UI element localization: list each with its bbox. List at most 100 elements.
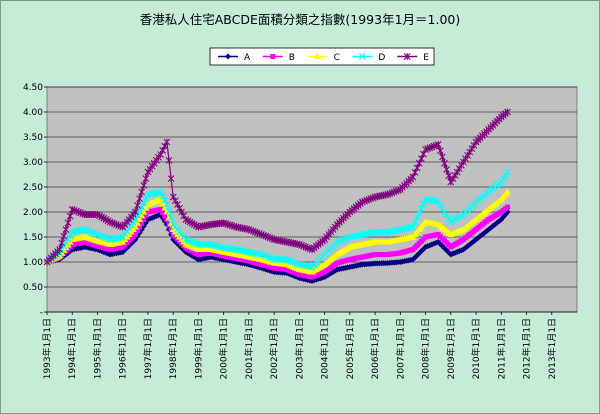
data-point-E <box>131 208 139 216</box>
x-tick-label: 2005年1月1日 <box>344 318 356 379</box>
data-point-C <box>504 188 512 195</box>
data-point-E <box>66 212 74 220</box>
data-point-D <box>117 233 125 241</box>
y-tick-label: 2.00 <box>23 208 43 218</box>
data-point-E <box>441 159 448 167</box>
data-point-D <box>504 168 512 176</box>
x-tick-label: 2001年1月1日 <box>243 318 255 379</box>
data-point-D <box>96 231 104 239</box>
y-tick-label: 0.50 <box>23 283 43 293</box>
x-tick-label: 2003年1月1日 <box>293 318 305 379</box>
data-point-D <box>443 211 451 219</box>
data-point-D <box>262 252 270 260</box>
x-axis: 1993年1月1日 1994年1月1日 1995年1月1日 1996年1月1日 1997… <box>41 311 577 379</box>
data-point-D <box>213 242 221 250</box>
y-tick-label: 3.50 <box>23 133 43 143</box>
y-tick-label: 4.00 <box>23 108 43 118</box>
data-point-E <box>140 181 148 189</box>
data-point-B <box>158 207 164 212</box>
data-point-B <box>137 224 143 230</box>
data-point-D <box>102 234 110 242</box>
x-tick-label: 2011年1月1日 <box>495 318 507 379</box>
data-point-D <box>91 230 99 238</box>
data-point-E <box>434 141 442 148</box>
data-point-E <box>134 201 141 209</box>
x-tick-label: 1997年1月1日 <box>142 318 154 379</box>
data-point-D <box>159 192 167 200</box>
x-tick-label: 2006年1月1日 <box>369 318 381 379</box>
data-point-D <box>289 258 297 266</box>
data-point-D <box>94 231 101 238</box>
data-point-D <box>258 251 265 258</box>
data-point-D <box>441 208 448 216</box>
x-tick-label: 1995年1月1日 <box>91 318 103 379</box>
legend-item-A: A <box>218 53 251 63</box>
data-point-D <box>89 229 97 237</box>
data-point-D <box>190 239 198 247</box>
legend-item-C: C <box>307 53 340 63</box>
data-point-E <box>439 153 446 161</box>
data-point-D <box>165 207 173 215</box>
data-point-E <box>165 156 173 164</box>
data-point-E <box>445 172 453 180</box>
data-point-D <box>499 175 507 183</box>
data-point-D <box>157 188 164 196</box>
y-tick-label: 3.00 <box>23 158 43 168</box>
data-point-D <box>98 232 106 240</box>
data-point-E <box>62 226 70 233</box>
data-point-B <box>168 227 174 232</box>
legend-label-C: C <box>334 53 340 63</box>
data-point-B <box>134 228 140 234</box>
data-point-D <box>342 235 350 243</box>
data-point-E <box>58 239 66 247</box>
data-point-D <box>100 233 108 241</box>
data-point-D <box>445 215 453 223</box>
data-point-B <box>162 213 168 219</box>
legend-label-E: E <box>423 53 429 63</box>
data-point-D <box>502 171 509 179</box>
data-point-D <box>184 236 192 244</box>
data-point-B <box>132 232 138 237</box>
data-point-D <box>287 257 295 265</box>
x-tick-label: 2009年1月1日 <box>445 318 457 379</box>
x-tick-label: 2008年1月1日 <box>420 318 432 379</box>
legend-item-D: D <box>352 53 385 63</box>
data-point-D <box>291 259 299 267</box>
x-tick-label: 2010年1月1日 <box>470 318 482 379</box>
data-point-D <box>85 227 93 235</box>
x-tick-label: 2002年1月1日 <box>268 318 280 379</box>
y-axis: - 0.50 1.00 1.50 2.00 2.50 3.00 3.50 4.00 4.50 <box>23 83 47 318</box>
data-point-E <box>436 147 444 155</box>
data-point-D <box>167 214 175 222</box>
data-point-D <box>83 226 91 234</box>
data-point-D <box>264 253 272 261</box>
data-point-D <box>216 243 223 251</box>
legend-item-E: E <box>397 53 429 63</box>
data-point-C <box>138 212 146 219</box>
y-tick-label: 4.50 <box>23 83 43 93</box>
data-point-E <box>56 246 64 253</box>
data-point-D <box>415 209 423 217</box>
legend-marker-D <box>358 53 366 60</box>
legend-marker-E <box>403 53 411 60</box>
chart-legend: A B C D E <box>209 47 435 66</box>
data-point-D <box>211 242 219 250</box>
data-point-D <box>411 218 419 226</box>
data-point-D <box>409 223 417 231</box>
data-point-D <box>186 237 194 245</box>
data-point-D <box>283 256 291 263</box>
data-point-E <box>167 175 175 183</box>
data-point-B <box>139 220 145 226</box>
data-point-D <box>335 237 343 245</box>
x-tick-label: 1998年1月1日 <box>167 318 179 379</box>
data-point-D <box>438 205 446 213</box>
data-point-D <box>182 236 190 243</box>
x-tick-label: 1999年1月1日 <box>192 318 204 379</box>
series-E <box>43 108 511 266</box>
data-point-D <box>260 251 268 259</box>
data-point-D <box>497 178 505 186</box>
x-tick-label: 2000年1月1日 <box>218 318 230 379</box>
data-point-D <box>306 263 314 271</box>
data-point-D <box>266 254 274 262</box>
data-point-C <box>136 216 144 222</box>
